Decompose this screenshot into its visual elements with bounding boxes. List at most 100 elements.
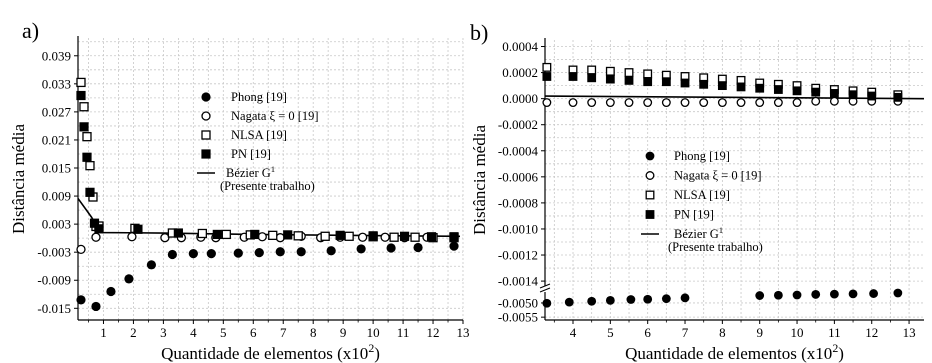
- series-pn-point: [212, 229, 222, 240]
- legend: Phong [19] Nagata ξ = 0 [19] NLSA [19] PN […: [197, 90, 319, 193]
- x-tick-label: 8: [719, 325, 726, 340]
- series-nagata-point: [773, 98, 783, 108]
- y-tick-label: 0.033: [42, 76, 71, 91]
- x-tick-label: 11: [397, 325, 410, 340]
- legend-label-cont: (Presente trabalho): [220, 179, 315, 193]
- x-tick-label: 5: [607, 325, 614, 340]
- series-pn-point: [426, 232, 437, 242]
- x-tick-label: 2: [130, 325, 137, 340]
- series-pn-point: [829, 89, 839, 98]
- series-phong-point: [587, 296, 597, 306]
- series-nagata-point: [624, 98, 634, 108]
- x-tick-label: 12: [865, 325, 878, 340]
- series-phong-point: [124, 274, 134, 284]
- series-phong-point: [106, 286, 116, 297]
- series-nagata-point: [357, 232, 368, 242]
- y-tick-label: -0.0012: [498, 248, 538, 263]
- series-pn-point: [568, 72, 578, 81]
- series-nagata-point: [257, 232, 267, 242]
- x-tick-label: 6: [250, 325, 257, 340]
- series-phong-point: [76, 295, 86, 305]
- series-nagata-point: [160, 233, 170, 243]
- grid: [545, 40, 924, 320]
- x-tick-label: 10: [791, 325, 804, 340]
- series-pn-point: [133, 224, 143, 234]
- series-phong-point: [773, 290, 783, 300]
- series-phong-point: [254, 248, 264, 258]
- y-tick-label: -0.0004: [498, 143, 539, 158]
- series-phong-point: [755, 291, 765, 300]
- x-tick-label: 1: [100, 325, 107, 340]
- series-phong-point: [605, 295, 615, 305]
- y-axis-label: Distância média: [9, 124, 28, 234]
- chart-panel-a: 1 2 3 4 5 6 7 8 9 10 11 12 13-0.015-0.009-0.0030.003…: [9, 18, 470, 363]
- series-phong-point: [275, 247, 285, 257]
- series-pn-point: [605, 74, 615, 84]
- y-tick-label: 0.0002: [502, 65, 538, 80]
- series-nagata-point: [661, 98, 671, 108]
- series-nlsa-point: [79, 102, 89, 112]
- series-pn-point: [173, 228, 183, 238]
- series-phong-point: [413, 242, 423, 253]
- series-phong-point: [167, 249, 177, 260]
- series-nagata-point: [605, 98, 615, 108]
- series-phong-point: [643, 294, 653, 304]
- series-phong-point: [233, 248, 243, 258]
- series-nlsa-point: [624, 68, 634, 78]
- x-tick-label: 8: [310, 325, 317, 340]
- series-nagata-point: [380, 232, 390, 242]
- y-tick-label: -0.0010: [498, 221, 538, 236]
- series-phong-point: [792, 290, 802, 300]
- series-pn-point: [399, 231, 410, 241]
- x-tick-label: 3: [160, 325, 167, 340]
- series-pn-point: [792, 86, 802, 96]
- series-phong-point: [296, 247, 306, 257]
- series-phong-point: [356, 244, 366, 254]
- series-phong-point: [661, 294, 671, 304]
- series-pn-point: [893, 92, 903, 102]
- series-phong-point: [206, 248, 216, 259]
- series-nagata-point: [717, 98, 727, 108]
- series-nagata-point: [76, 244, 86, 255]
- series-pn-point: [736, 82, 746, 92]
- series-phong-point: [811, 290, 821, 299]
- series-nlsa-point: [320, 231, 330, 241]
- series-phong-point: [680, 293, 690, 303]
- series-nlsa-point: [389, 232, 399, 242]
- legend-marker: [201, 149, 211, 159]
- x-axis-label: Quantidade de elementos (x102): [161, 341, 380, 363]
- series-pn-point: [89, 218, 100, 228]
- x-tick-label: 5: [220, 325, 227, 340]
- series-nagata-point: [542, 98, 552, 108]
- x-tick-label: 11: [828, 325, 841, 340]
- legend-label: Phong [19]: [674, 149, 730, 163]
- series-pn-point: [335, 230, 345, 240]
- panel-label-a: a): [22, 18, 39, 43]
- x-tick-label: 12: [427, 325, 440, 340]
- legend-label-cont: (Presente trabalho): [668, 240, 763, 254]
- series-phong-point: [893, 288, 903, 298]
- axis-break-mark: [539, 283, 551, 289]
- y-tick-label: 0.039: [42, 48, 71, 63]
- series-pn-point: [94, 224, 104, 234]
- y-tick-label: 0.003: [42, 217, 71, 232]
- series-nagata-point: [275, 233, 285, 243]
- series-nlsa-point: [293, 231, 303, 241]
- x-tick-label: 4: [190, 325, 197, 340]
- series-pn-point: [79, 122, 89, 132]
- y-tick-label: -0.015: [37, 301, 71, 316]
- series-pn-point: [624, 75, 634, 85]
- series-nagata-point: [755, 98, 765, 108]
- series-phong-point: [449, 241, 459, 251]
- series-nagata-point: [680, 98, 690, 108]
- y-tick-label: 0.0000: [502, 91, 538, 106]
- series-phong-point: [146, 260, 157, 270]
- series-nlsa-point: [643, 69, 653, 79]
- y-tick-label: -0.0008: [498, 195, 538, 210]
- legend-label: Bézier G1: [226, 164, 275, 180]
- x-tick-label: 9: [756, 325, 763, 340]
- grid: [78, 38, 464, 320]
- y-tick-label: 0.0004: [502, 39, 538, 54]
- series-nlsa-point: [85, 161, 95, 171]
- series-pn-point: [755, 83, 765, 93]
